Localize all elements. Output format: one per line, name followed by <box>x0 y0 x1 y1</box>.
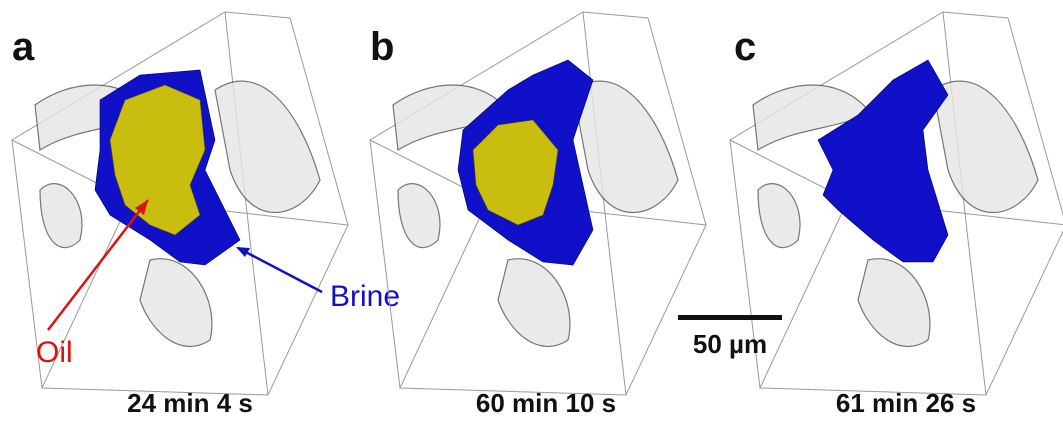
panel-a: a 24 min 4 s Oil Brine <box>12 12 400 418</box>
panel-c: c 61 min 26 s <box>730 12 1063 418</box>
scale-bar <box>678 315 782 320</box>
panel-letter: a <box>12 25 35 69</box>
brine-arrow <box>238 248 322 292</box>
oil-label: Oil <box>36 336 73 369</box>
time-label: 60 min 10 s <box>476 388 616 418</box>
panel-b: b 60 min 10 s <box>370 12 706 418</box>
scale-bar-label: 50 µm <box>693 329 767 359</box>
panel-letter: b <box>370 25 394 69</box>
figure: a 24 min 4 s Oil Brine b 60 min 10 s c 6… <box>0 0 1063 423</box>
time-label: 61 min 26 s <box>836 388 976 418</box>
time-label: 24 min 4 s <box>127 388 253 418</box>
panel-letter: c <box>734 25 756 69</box>
brine-label: Brine <box>330 280 400 313</box>
